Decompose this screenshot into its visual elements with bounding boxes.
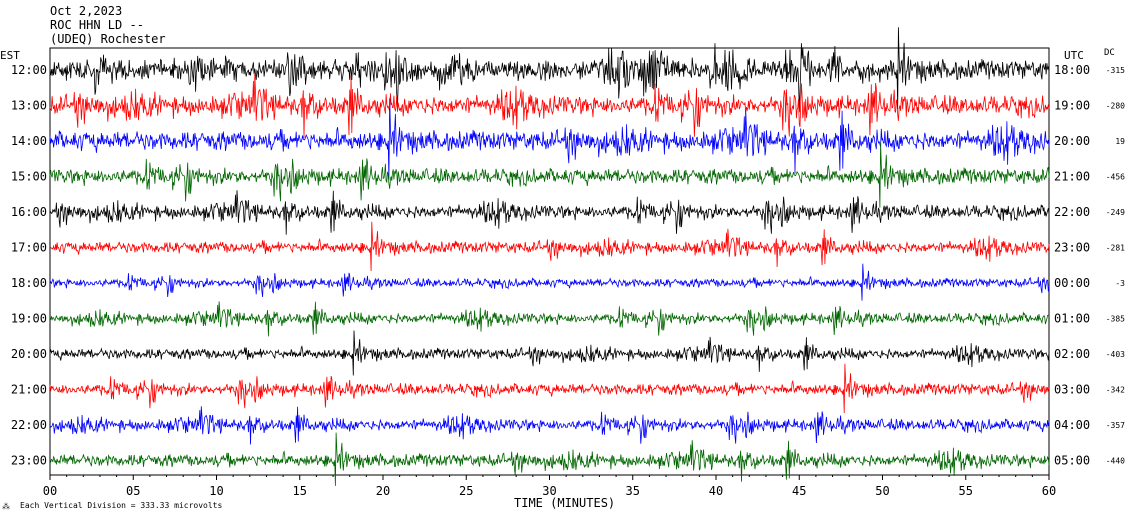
utc-hour-label: 23:00 — [1054, 241, 1090, 255]
utc-hour-label: 20:00 — [1054, 134, 1090, 148]
trace-2200 — [49, 406, 1050, 445]
dc-offset-label: -403 — [1106, 350, 1125, 359]
header-date: Oct 2,2023 — [50, 4, 123, 18]
utc-label: UTC — [1064, 49, 1084, 62]
dc-offset-label: -342 — [1106, 386, 1125, 395]
seismic-traces — [49, 27, 1050, 486]
trace-1200 — [49, 27, 1050, 113]
dc-offset-label: -280 — [1106, 102, 1125, 111]
est-hour-label: 22:00 — [11, 418, 47, 432]
x-tick-label: 50 — [875, 484, 889, 498]
utc-hour-label: 02:00 — [1054, 347, 1090, 361]
est-hour-label: 19:00 — [11, 312, 47, 326]
x-tick-label: 35 — [626, 484, 640, 498]
trace-1500 — [49, 142, 1050, 208]
trace-1800 — [49, 263, 1050, 301]
dc-offset-label: -456 — [1106, 173, 1125, 182]
dc-offset-labels: -315 -280 19 -456 -249 -281 -3 -385 -403 -342 -357… — [1106, 66, 1125, 466]
header-network: (UDEQ) Rochester — [50, 32, 166, 46]
est-hour-label: 20:00 — [11, 347, 47, 361]
est-hour-labels: 12:00 13:00 14:00 15:00 16:00 17:00 18:00 19:00… — [11, 63, 47, 468]
dc-offset-label: -249 — [1106, 208, 1125, 217]
dc-offset-label: -3 — [1115, 279, 1125, 288]
utc-hour-label: 00:00 — [1054, 276, 1090, 290]
header-station: ROC HHN LD -- — [50, 18, 144, 32]
trace-1400 — [49, 98, 1050, 181]
utc-hour-label: 18:00 — [1054, 63, 1090, 77]
x-axis-label: TIME (MINUTES) — [514, 496, 616, 510]
utc-hour-label: 19:00 — [1054, 99, 1090, 113]
x-tick-label: 05 — [126, 484, 140, 498]
dc-label: DC — [1104, 48, 1115, 58]
utc-hour-label: 01:00 — [1054, 312, 1090, 326]
scale-icon: ⁂ — [2, 502, 10, 511]
utc-hour-label: 21:00 — [1054, 170, 1090, 184]
trace-1600 — [49, 190, 1050, 235]
est-hour-label: 18:00 — [11, 276, 47, 290]
x-axis-ticks: 00 05 10 15 20 25 30 35 40 45 50 55 60 — [43, 475, 1056, 498]
est-hour-label: 15:00 — [11, 170, 47, 184]
est-hour-label: 12:00 — [11, 63, 47, 77]
est-hour-label: 14:00 — [11, 134, 47, 148]
dc-offset-label: -357 — [1106, 421, 1125, 430]
x-tick-label: 20 — [376, 484, 390, 498]
scale-note: Each Vertical Division = 333.33 microvol… — [20, 501, 223, 510]
trace-2100 — [49, 363, 1050, 414]
dc-offset-label: -440 — [1106, 457, 1125, 466]
utc-hour-label: 05:00 — [1054, 454, 1090, 468]
dc-offset-label: 19 — [1115, 137, 1125, 146]
x-tick-label: 25 — [459, 484, 473, 498]
est-hour-label: 21:00 — [11, 383, 47, 397]
trace-1300 — [49, 74, 1050, 139]
utc-hour-label: 22:00 — [1054, 205, 1090, 219]
trace-2300 — [49, 432, 1050, 486]
dc-offset-label: -385 — [1106, 315, 1125, 324]
x-tick-label: 30 — [542, 484, 556, 498]
utc-hour-label: 03:00 — [1054, 383, 1090, 397]
est-hour-label: 13:00 — [11, 99, 47, 113]
dc-offset-label: -281 — [1106, 244, 1125, 253]
est-hour-label: 16:00 — [11, 205, 47, 219]
est-label: EST — [0, 49, 20, 62]
est-hour-label: 23:00 — [11, 454, 47, 468]
trace-1700 — [49, 221, 1050, 272]
dc-offset-label: -315 — [1106, 66, 1125, 75]
utc-hour-label: 04:00 — [1054, 418, 1090, 432]
trace-1900 — [49, 301, 1050, 337]
x-tick-label: 15 — [293, 484, 307, 498]
x-tick-label: 55 — [959, 484, 973, 498]
x-tick-label: 00 — [43, 484, 57, 498]
utc-hour-labels: 18:00 19:00 20:00 21:00 22:00 23:00 00:00 01:00… — [1054, 63, 1090, 468]
x-tick-label: 45 — [792, 484, 806, 498]
trace-2000 — [49, 330, 1050, 376]
x-tick-label: 40 — [709, 484, 723, 498]
est-hour-label: 17:00 — [11, 241, 47, 255]
x-tick-label: 60 — [1042, 484, 1056, 498]
x-tick-label: 10 — [209, 484, 223, 498]
